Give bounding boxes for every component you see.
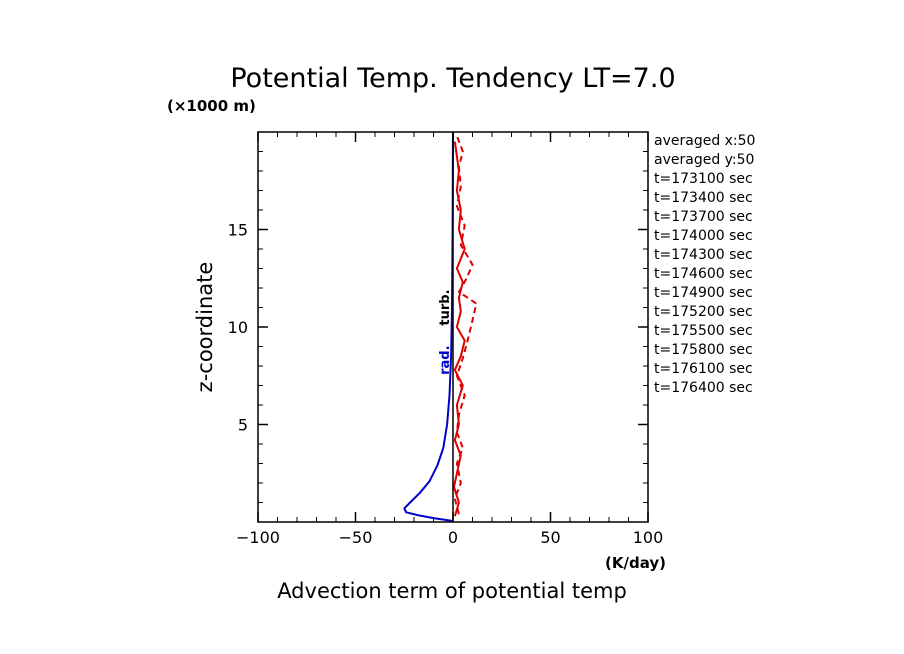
- y-tick-label: 10: [228, 318, 248, 337]
- x-axis-label: Advection term of potential temp: [277, 579, 627, 603]
- series-group: [403, 132, 478, 522]
- x-tick-label: −100: [236, 528, 280, 547]
- plot-area: turb. rad.: [403, 132, 478, 522]
- x-tick-label: 0: [448, 528, 458, 547]
- y-tick-label: 15: [228, 221, 248, 240]
- legend-entry: t=175500 sec: [654, 323, 753, 339]
- x-tick-label: 100: [633, 528, 664, 547]
- legend-entry: averaged x:50: [654, 133, 755, 149]
- series-line-3: [453, 135, 478, 515]
- legend-entry: averaged y:50: [654, 152, 754, 168]
- axis-ticks: −100 −50 0 50 100 5 10 15: [228, 132, 664, 547]
- annotation-2: rad.: [438, 345, 453, 374]
- legend: averaged x:50 averaged y:50 t=173100 sec t=…: [654, 133, 755, 396]
- legend-entry: t=174600 sec: [654, 266, 753, 282]
- legend-entry: t=173700 sec: [654, 209, 753, 225]
- legend-entry: t=174000 sec: [654, 228, 753, 244]
- legend-entry: t=174300 sec: [654, 247, 753, 263]
- x-axis-unit: (K/day): [605, 554, 666, 572]
- legend-entry: t=173100 sec: [654, 171, 753, 187]
- x-tick-label: 50: [540, 528, 560, 547]
- legend-entry: t=173400 sec: [654, 190, 753, 206]
- series-line-1: [403, 132, 454, 522]
- legend-entry: t=175200 sec: [654, 304, 753, 320]
- x-tick-label: −50: [339, 528, 373, 547]
- legend-entry: t=175800 sec: [654, 342, 753, 358]
- annotation-1: turb.: [438, 289, 453, 325]
- legend-entry: t=176400 sec: [654, 380, 753, 396]
- annotations-group: turb. rad.: [438, 289, 453, 374]
- y-tick-label: 5: [238, 416, 248, 435]
- y-axis-unit: (×1000 m): [167, 97, 256, 115]
- y-axis-label: z-coordinate: [193, 262, 217, 393]
- legend-entry: t=174900 sec: [654, 285, 753, 301]
- series-line-2: [453, 141, 466, 517]
- chart-title: Potential Temp. Tendency LT=7.0: [230, 63, 675, 94]
- legend-entry: t=176100 sec: [654, 361, 753, 377]
